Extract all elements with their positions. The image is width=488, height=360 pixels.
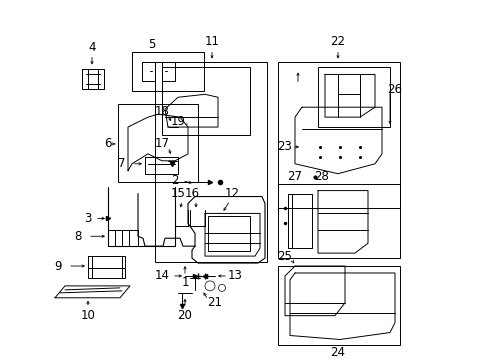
Text: 23: 23 [277, 140, 292, 153]
Bar [118, 104, 198, 182]
Bar [162, 67, 249, 135]
Text: 15: 15 [170, 187, 185, 200]
Text: 11: 11 [204, 35, 219, 48]
Text: 25: 25 [277, 249, 292, 262]
Text: ': ' [184, 122, 186, 128]
Text: 13: 13 [227, 269, 242, 283]
Text: 22: 22 [330, 35, 345, 48]
Bar [207, 216, 249, 251]
Bar [317, 67, 389, 127]
Text: 2: 2 [171, 174, 179, 187]
Text: 20: 20 [177, 309, 192, 322]
Text: 1: 1 [181, 276, 188, 289]
Bar [132, 51, 203, 91]
Text: 12: 12 [224, 187, 239, 200]
Text: 28: 28 [314, 170, 329, 183]
Text: 14: 14 [154, 269, 169, 283]
Text: 24: 24 [330, 346, 345, 359]
Bar [278, 266, 399, 346]
Text: 26: 26 [386, 83, 402, 96]
Text: 4: 4 [88, 41, 96, 54]
Text: 3: 3 [84, 212, 92, 225]
Text: 6: 6 [104, 138, 112, 150]
Text: 10: 10 [81, 309, 95, 322]
Bar [278, 62, 399, 208]
Text: 9: 9 [54, 260, 61, 273]
Text: 18: 18 [154, 105, 169, 118]
Bar [155, 62, 266, 262]
Text: 27: 27 [287, 170, 302, 183]
Text: 5: 5 [148, 38, 155, 51]
Text: 16: 16 [184, 187, 199, 200]
Text: 21: 21 [207, 296, 222, 309]
Text: 7: 7 [118, 157, 125, 170]
Text: 19: 19 [170, 114, 185, 127]
Text: 8: 8 [74, 230, 81, 243]
Text: 17: 17 [154, 138, 169, 150]
Bar [278, 184, 399, 258]
